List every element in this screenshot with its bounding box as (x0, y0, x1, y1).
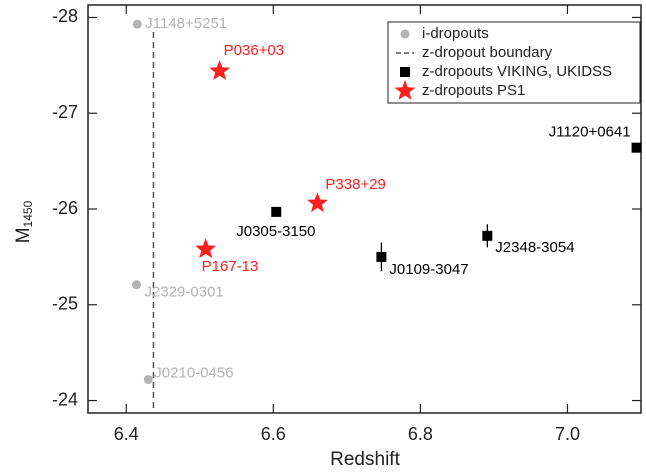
x-tick-label: 7.0 (555, 424, 580, 444)
y-tick-label: -28 (52, 6, 78, 26)
y-tick-label: -24 (52, 389, 78, 409)
y-axis-label-group: M1450 (13, 200, 35, 243)
y-label-sub: 1450 (21, 200, 35, 227)
data-point (631, 142, 642, 153)
data-point (132, 280, 142, 290)
data-point (209, 60, 231, 80)
x-tick-label: 6.4 (114, 424, 139, 444)
data-point (482, 230, 493, 241)
point-label: J0109-3047 (389, 261, 468, 278)
legend-label: z-dropouts VIKING, UKIDSS (422, 63, 612, 80)
data-point (132, 19, 142, 29)
point-label: P338+29 (325, 176, 385, 193)
point-label: P167-13 (202, 258, 259, 275)
y-tick-label: -25 (52, 294, 78, 314)
point-label: J0210-0456 (154, 364, 233, 381)
data-point (307, 192, 328, 213)
x-tick-label: 6.8 (408, 424, 433, 444)
legend-label: z-dropouts PS1 (422, 82, 525, 99)
data-point (271, 206, 282, 217)
legend-marker (400, 67, 410, 77)
point-label: P036+03 (224, 42, 284, 59)
legend-marker (394, 80, 416, 100)
point-label: J2329-0301 (145, 284, 224, 301)
legend-label: i-dropouts (422, 25, 489, 42)
legend-label: z-dropout boundary (422, 44, 553, 61)
legend-box (387, 21, 641, 104)
y-label-main: M (13, 227, 34, 243)
point-label: J0305-3150 (236, 223, 315, 240)
point-label: J1148+5251 (145, 15, 227, 32)
x-axis-label: Redshift (330, 449, 400, 470)
x-tick-label: 6.6 (261, 424, 286, 444)
data-point (143, 374, 153, 384)
y-tick-label: -27 (52, 102, 78, 122)
y-axis-label: M1450 (13, 200, 35, 243)
legend-marker (400, 29, 410, 39)
point-label: J2348-3054 (495, 239, 574, 256)
data-point (376, 251, 387, 262)
data-point (195, 238, 217, 259)
y-tick-label: -26 (52, 198, 78, 218)
point-label: J1120+0641 (549, 124, 631, 141)
